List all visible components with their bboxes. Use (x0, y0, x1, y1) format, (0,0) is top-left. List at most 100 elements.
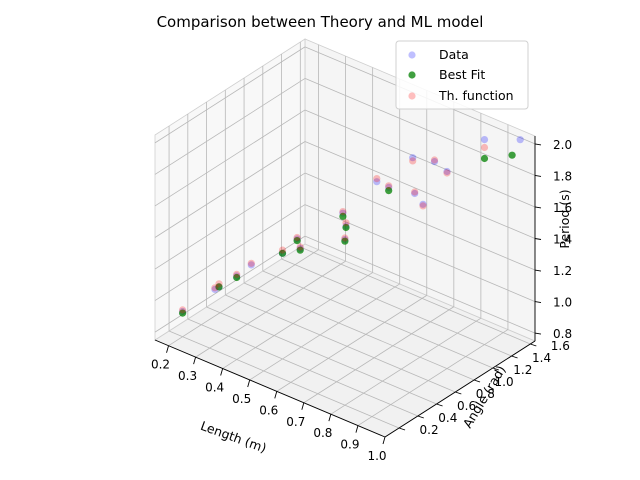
x-tick-mark (274, 391, 278, 399)
point-th-function (430, 156, 439, 164)
x-gridline (330, 317, 482, 415)
z-gridline (304, 204, 536, 302)
x-tick-mark (328, 414, 332, 422)
z-tick-label: 1.2 (553, 264, 572, 278)
y-tick-mark (530, 343, 537, 347)
z-tick-mark (534, 238, 542, 240)
point-th-function (278, 246, 287, 254)
point-th-function (409, 157, 417, 165)
z-gridline (154, 141, 306, 238)
y-gridline (187, 318, 418, 417)
legend-box (395, 40, 529, 110)
z-tick-label: 2.0 (553, 138, 572, 152)
y-axis-line (384, 340, 536, 438)
legend-marker-best-fit (408, 71, 416, 79)
point-best-fit (480, 154, 489, 163)
y-tick-mark (473, 379, 481, 383)
point-th-function (480, 143, 489, 152)
z-gridline (304, 141, 536, 239)
point-best-fit (215, 283, 223, 291)
legend-marker-th-function (408, 92, 416, 100)
x-tick-label: 0.7 (286, 415, 305, 429)
x-axis-line (154, 339, 386, 438)
x-tick-mark (301, 402, 305, 410)
x-tick-mark (193, 356, 197, 365)
point-data (516, 136, 524, 144)
point-th-function (419, 202, 427, 210)
point-data (247, 261, 255, 269)
y-tick-label: 1.4 (532, 351, 551, 365)
x-tick-mark (220, 368, 224, 376)
x-tick-label: 0.9 (340, 438, 359, 452)
point-th-function (293, 233, 301, 242)
z-axis-label: Period (s) (557, 189, 572, 248)
y-tick-label: 0.6 (457, 399, 476, 413)
chart-title: Comparison between Theory and ML model (157, 13, 484, 31)
legend: Data Best Fit Th. function (395, 40, 529, 110)
point-best-fit (296, 246, 304, 254)
x-tick-label: 0.5 (232, 392, 251, 406)
y-tick-label: 1.0 (495, 375, 514, 389)
point-th-function (385, 182, 393, 190)
z-tick-label: 1.0 (553, 296, 572, 310)
y-gridline (206, 306, 437, 405)
x-gridline (276, 295, 427, 392)
point-best-fit (385, 187, 393, 195)
z-tick-mark (534, 143, 542, 146)
point-th-function (443, 169, 451, 177)
x-gridline (195, 260, 346, 358)
point-data (480, 136, 489, 144)
point-th-function (411, 188, 419, 196)
z-tick-label: 0.8 (553, 327, 572, 341)
point-best-fit (293, 237, 301, 245)
x-tick-mark (355, 425, 359, 433)
point-th-function (247, 259, 255, 267)
x-tick-label: 0.6 (259, 403, 278, 417)
z-gridline (154, 46, 306, 144)
y-gridline (243, 282, 475, 381)
y-gridline (281, 258, 512, 357)
point-th-function (339, 208, 347, 216)
point-th-function (373, 175, 381, 183)
y-tick-label: 0.4 (438, 411, 457, 425)
y-tick-mark (511, 355, 518, 359)
point-data (443, 167, 451, 176)
point-th-function (341, 234, 349, 242)
z-gridline (304, 172, 536, 271)
point-best-fit (179, 309, 187, 317)
z-gridline (154, 109, 306, 207)
z-tick-label: 1.6 (553, 201, 572, 215)
point-data (419, 200, 427, 208)
x-tick-label: 1.0 (367, 449, 386, 463)
z-tick-mark (534, 174, 542, 177)
y-gridline (168, 330, 400, 429)
point-best-fit (341, 237, 349, 245)
z-tick-mark (534, 206, 542, 209)
x-gridline (303, 306, 455, 404)
x-tick-mark (382, 436, 386, 445)
y-tick-label: 0.2 (420, 423, 439, 437)
y-gridline (262, 270, 493, 369)
z-tick-mark (534, 332, 542, 335)
point-data (411, 189, 419, 198)
y-tick-label: 1.6 (551, 339, 570, 353)
y-gridline (300, 246, 531, 345)
point-th-function (233, 270, 241, 278)
point-best-fit (233, 273, 241, 282)
z-gridline (304, 109, 536, 208)
x-tick-label: 0.8 (313, 426, 332, 440)
y-tick-mark (492, 367, 499, 371)
x-tick-label: 0.2 (151, 358, 170, 372)
point-data (409, 154, 417, 162)
point-best-fit (339, 212, 347, 220)
z-tick-label: 1.8 (553, 169, 572, 183)
z-gridline (154, 204, 306, 301)
axes-3d: 0.20.30.40.50.60.70.80.91.00.20.40.60.81… (151, 38, 572, 463)
data-points (179, 136, 524, 317)
legend-label-data: Data (439, 47, 469, 62)
point-data (373, 178, 381, 186)
x-tick-mark (247, 379, 251, 388)
z-gridline (304, 78, 536, 176)
y-tick-mark (417, 415, 424, 419)
